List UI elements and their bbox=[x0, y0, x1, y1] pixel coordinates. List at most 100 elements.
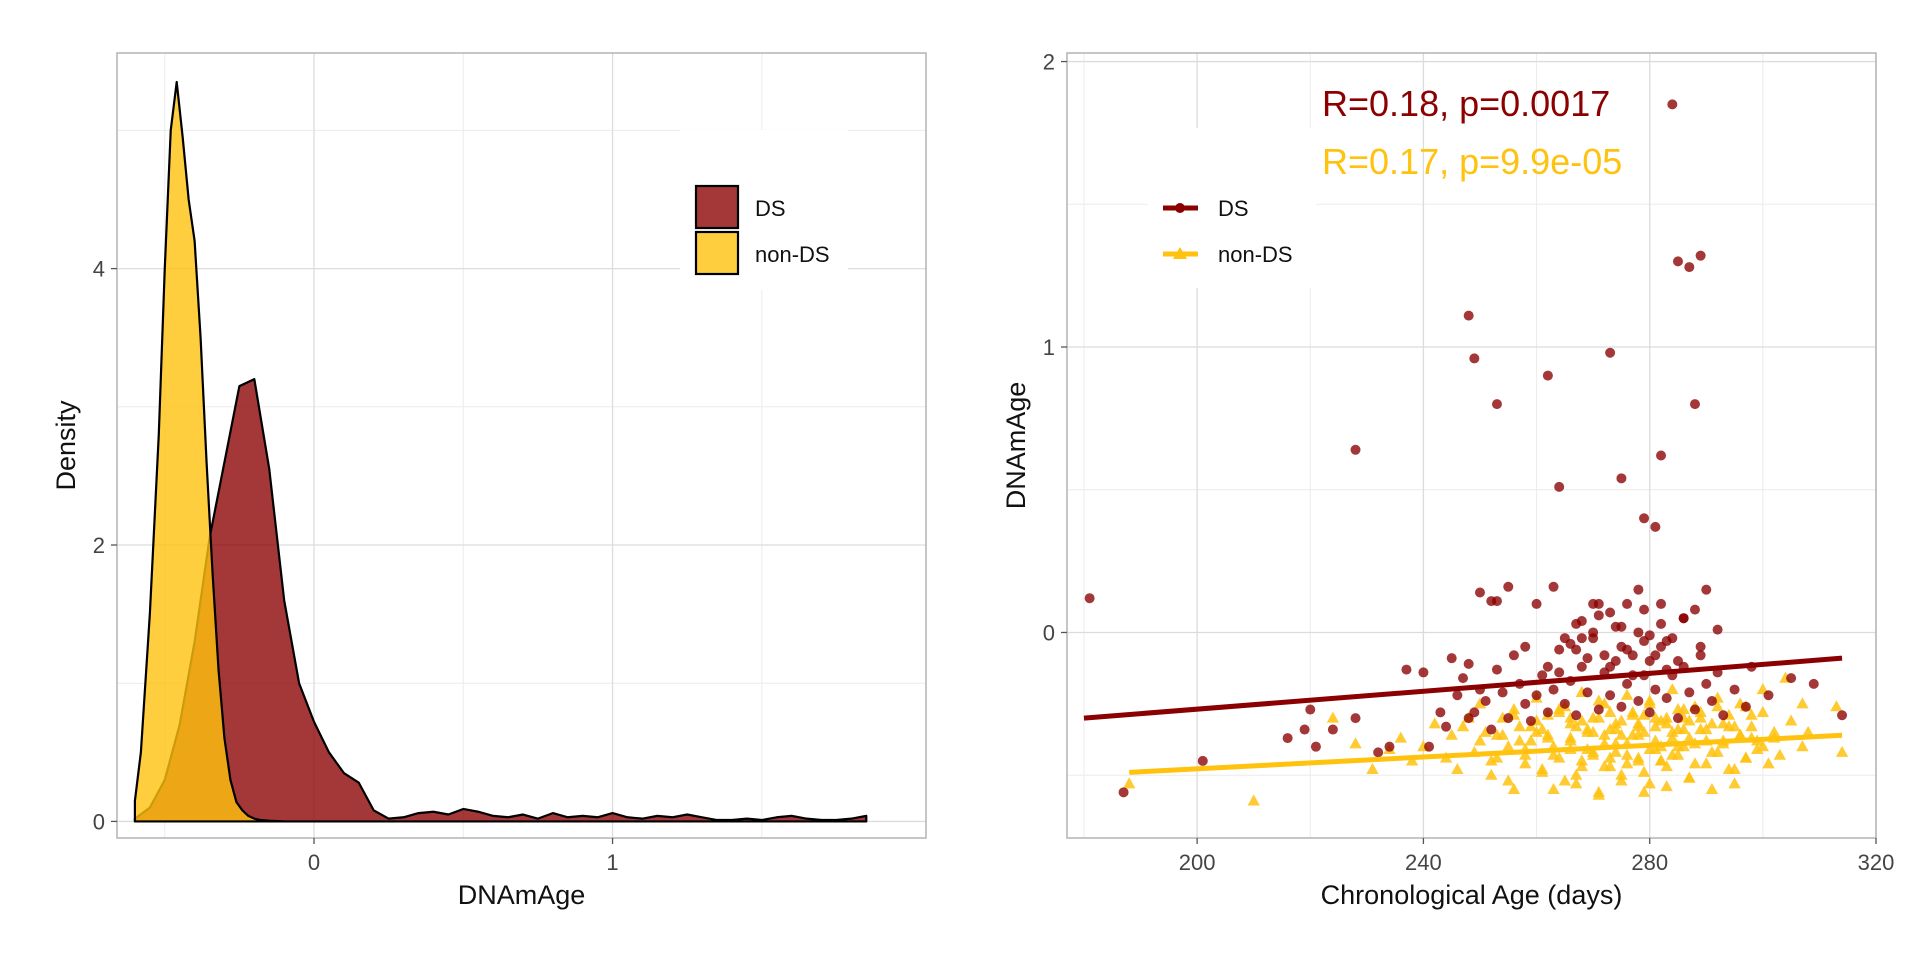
point-non-ds bbox=[1620, 757, 1634, 769]
point-non-ds bbox=[1762, 757, 1775, 769]
point-non-ds bbox=[1700, 723, 1713, 735]
y-tick-label: 1 bbox=[1043, 335, 1055, 360]
point-non-ds bbox=[1575, 754, 1588, 766]
point-non-ds bbox=[1569, 720, 1583, 732]
point-ds bbox=[1650, 650, 1661, 661]
density-panel: DS non-DS 0 1 0 2 4 DNAmAge Density bbox=[51, 52, 927, 910]
point-ds bbox=[1599, 650, 1610, 661]
point-non-ds bbox=[1609, 745, 1622, 757]
point-ds bbox=[1548, 581, 1559, 592]
point-ds bbox=[1678, 613, 1689, 624]
y-tick-label: 0 bbox=[1043, 620, 1055, 645]
point-ds bbox=[1684, 262, 1695, 273]
point-non-ds bbox=[1615, 774, 1628, 786]
point-ds bbox=[1656, 598, 1667, 609]
density-area-non-ds bbox=[133, 80, 286, 823]
point-ds bbox=[1616, 641, 1627, 652]
point-non-ds bbox=[1553, 703, 1566, 715]
point-non-ds bbox=[1801, 725, 1815, 737]
point-non-ds bbox=[1615, 768, 1628, 780]
point-non-ds bbox=[1519, 757, 1532, 769]
legend-marker-ds bbox=[1175, 203, 1185, 213]
point-non-ds bbox=[1366, 762, 1379, 775]
point-ds bbox=[1695, 641, 1706, 652]
point-non-ds bbox=[1564, 731, 1577, 743]
point-non-ds bbox=[1615, 728, 1628, 740]
point-ds bbox=[1531, 690, 1542, 701]
point-ds bbox=[1310, 741, 1321, 752]
point-non-ds bbox=[1751, 743, 1764, 755]
point-ds bbox=[1452, 690, 1463, 701]
point-non-ds bbox=[1609, 717, 1622, 729]
point-ds bbox=[1605, 607, 1616, 618]
x-tick-label: 0 bbox=[308, 850, 320, 875]
point-ds bbox=[1520, 641, 1531, 652]
point-ds bbox=[1701, 678, 1712, 689]
point-ds bbox=[1582, 687, 1593, 698]
point-non-ds bbox=[1705, 782, 1719, 795]
point-non-ds bbox=[1632, 717, 1645, 729]
point-non-ds bbox=[1445, 728, 1458, 740]
point-ds bbox=[1542, 370, 1553, 381]
point-non-ds bbox=[1745, 720, 1758, 732]
point-ds bbox=[1718, 710, 1729, 721]
point-non-ds bbox=[1615, 714, 1628, 726]
y-axis-label: Density bbox=[51, 400, 81, 491]
point-ds bbox=[1559, 698, 1570, 709]
point-ds bbox=[1118, 787, 1129, 798]
x-tick-label: 280 bbox=[1631, 850, 1668, 875]
point-non-ds bbox=[1507, 782, 1521, 795]
point-non-ds bbox=[1456, 720, 1470, 732]
y-tick-label: 4 bbox=[93, 257, 105, 282]
y-axis-label: DNAmAge bbox=[1001, 382, 1031, 510]
point-ds bbox=[1554, 481, 1565, 492]
point-ds bbox=[1525, 715, 1536, 726]
point-non-ds bbox=[1649, 720, 1662, 732]
point-non-ds bbox=[1603, 751, 1617, 763]
point-ds bbox=[1672, 256, 1683, 267]
point-ds bbox=[1373, 747, 1384, 758]
point-ds bbox=[1282, 733, 1293, 744]
point-non-ds bbox=[1530, 725, 1543, 737]
point-ds bbox=[1424, 741, 1435, 752]
point-ds bbox=[1491, 399, 1502, 410]
point-ds bbox=[1554, 644, 1565, 655]
point-non-ds bbox=[1541, 731, 1555, 743]
x-axis-label: Chronological Age (days) bbox=[1321, 880, 1623, 910]
x-tick-label: 1 bbox=[606, 850, 618, 875]
point-ds bbox=[1633, 584, 1644, 595]
point-non-ds bbox=[1694, 711, 1707, 723]
point-ds bbox=[1786, 673, 1797, 684]
point-ds bbox=[1531, 598, 1542, 609]
point-non-ds bbox=[1671, 703, 1685, 715]
point-non-ds bbox=[1756, 705, 1770, 717]
point-ds bbox=[1497, 687, 1508, 698]
point-non-ds bbox=[1326, 711, 1340, 723]
point-ds bbox=[1740, 701, 1751, 712]
point-ds bbox=[1729, 684, 1740, 695]
point-non-ds bbox=[1620, 688, 1634, 700]
point-ds bbox=[1548, 684, 1559, 695]
point-non-ds bbox=[1451, 762, 1464, 775]
point-ds bbox=[1576, 661, 1587, 672]
point-ds bbox=[1418, 667, 1429, 678]
point-non-ds bbox=[1796, 697, 1809, 709]
point-non-ds bbox=[1394, 731, 1407, 743]
point-ds bbox=[1808, 678, 1819, 689]
point-non-ds bbox=[1660, 760, 1673, 772]
point-ds bbox=[1576, 633, 1587, 644]
point-ds bbox=[1542, 707, 1553, 718]
annotation-non-ds: R=0.17, p=9.9e-05 bbox=[1322, 141, 1622, 182]
point-ds bbox=[1633, 627, 1644, 638]
point-non-ds bbox=[1722, 720, 1736, 732]
point-ds bbox=[1469, 353, 1480, 364]
point-non-ds bbox=[1123, 777, 1136, 789]
point-ds bbox=[1491, 596, 1502, 607]
point-non-ds bbox=[1586, 748, 1600, 760]
point-non-ds bbox=[1564, 717, 1577, 729]
point-ds bbox=[1401, 664, 1412, 675]
point-non-ds bbox=[1728, 777, 1741, 789]
point-non-ds bbox=[1553, 751, 1566, 763]
point-non-ds bbox=[1632, 751, 1645, 763]
